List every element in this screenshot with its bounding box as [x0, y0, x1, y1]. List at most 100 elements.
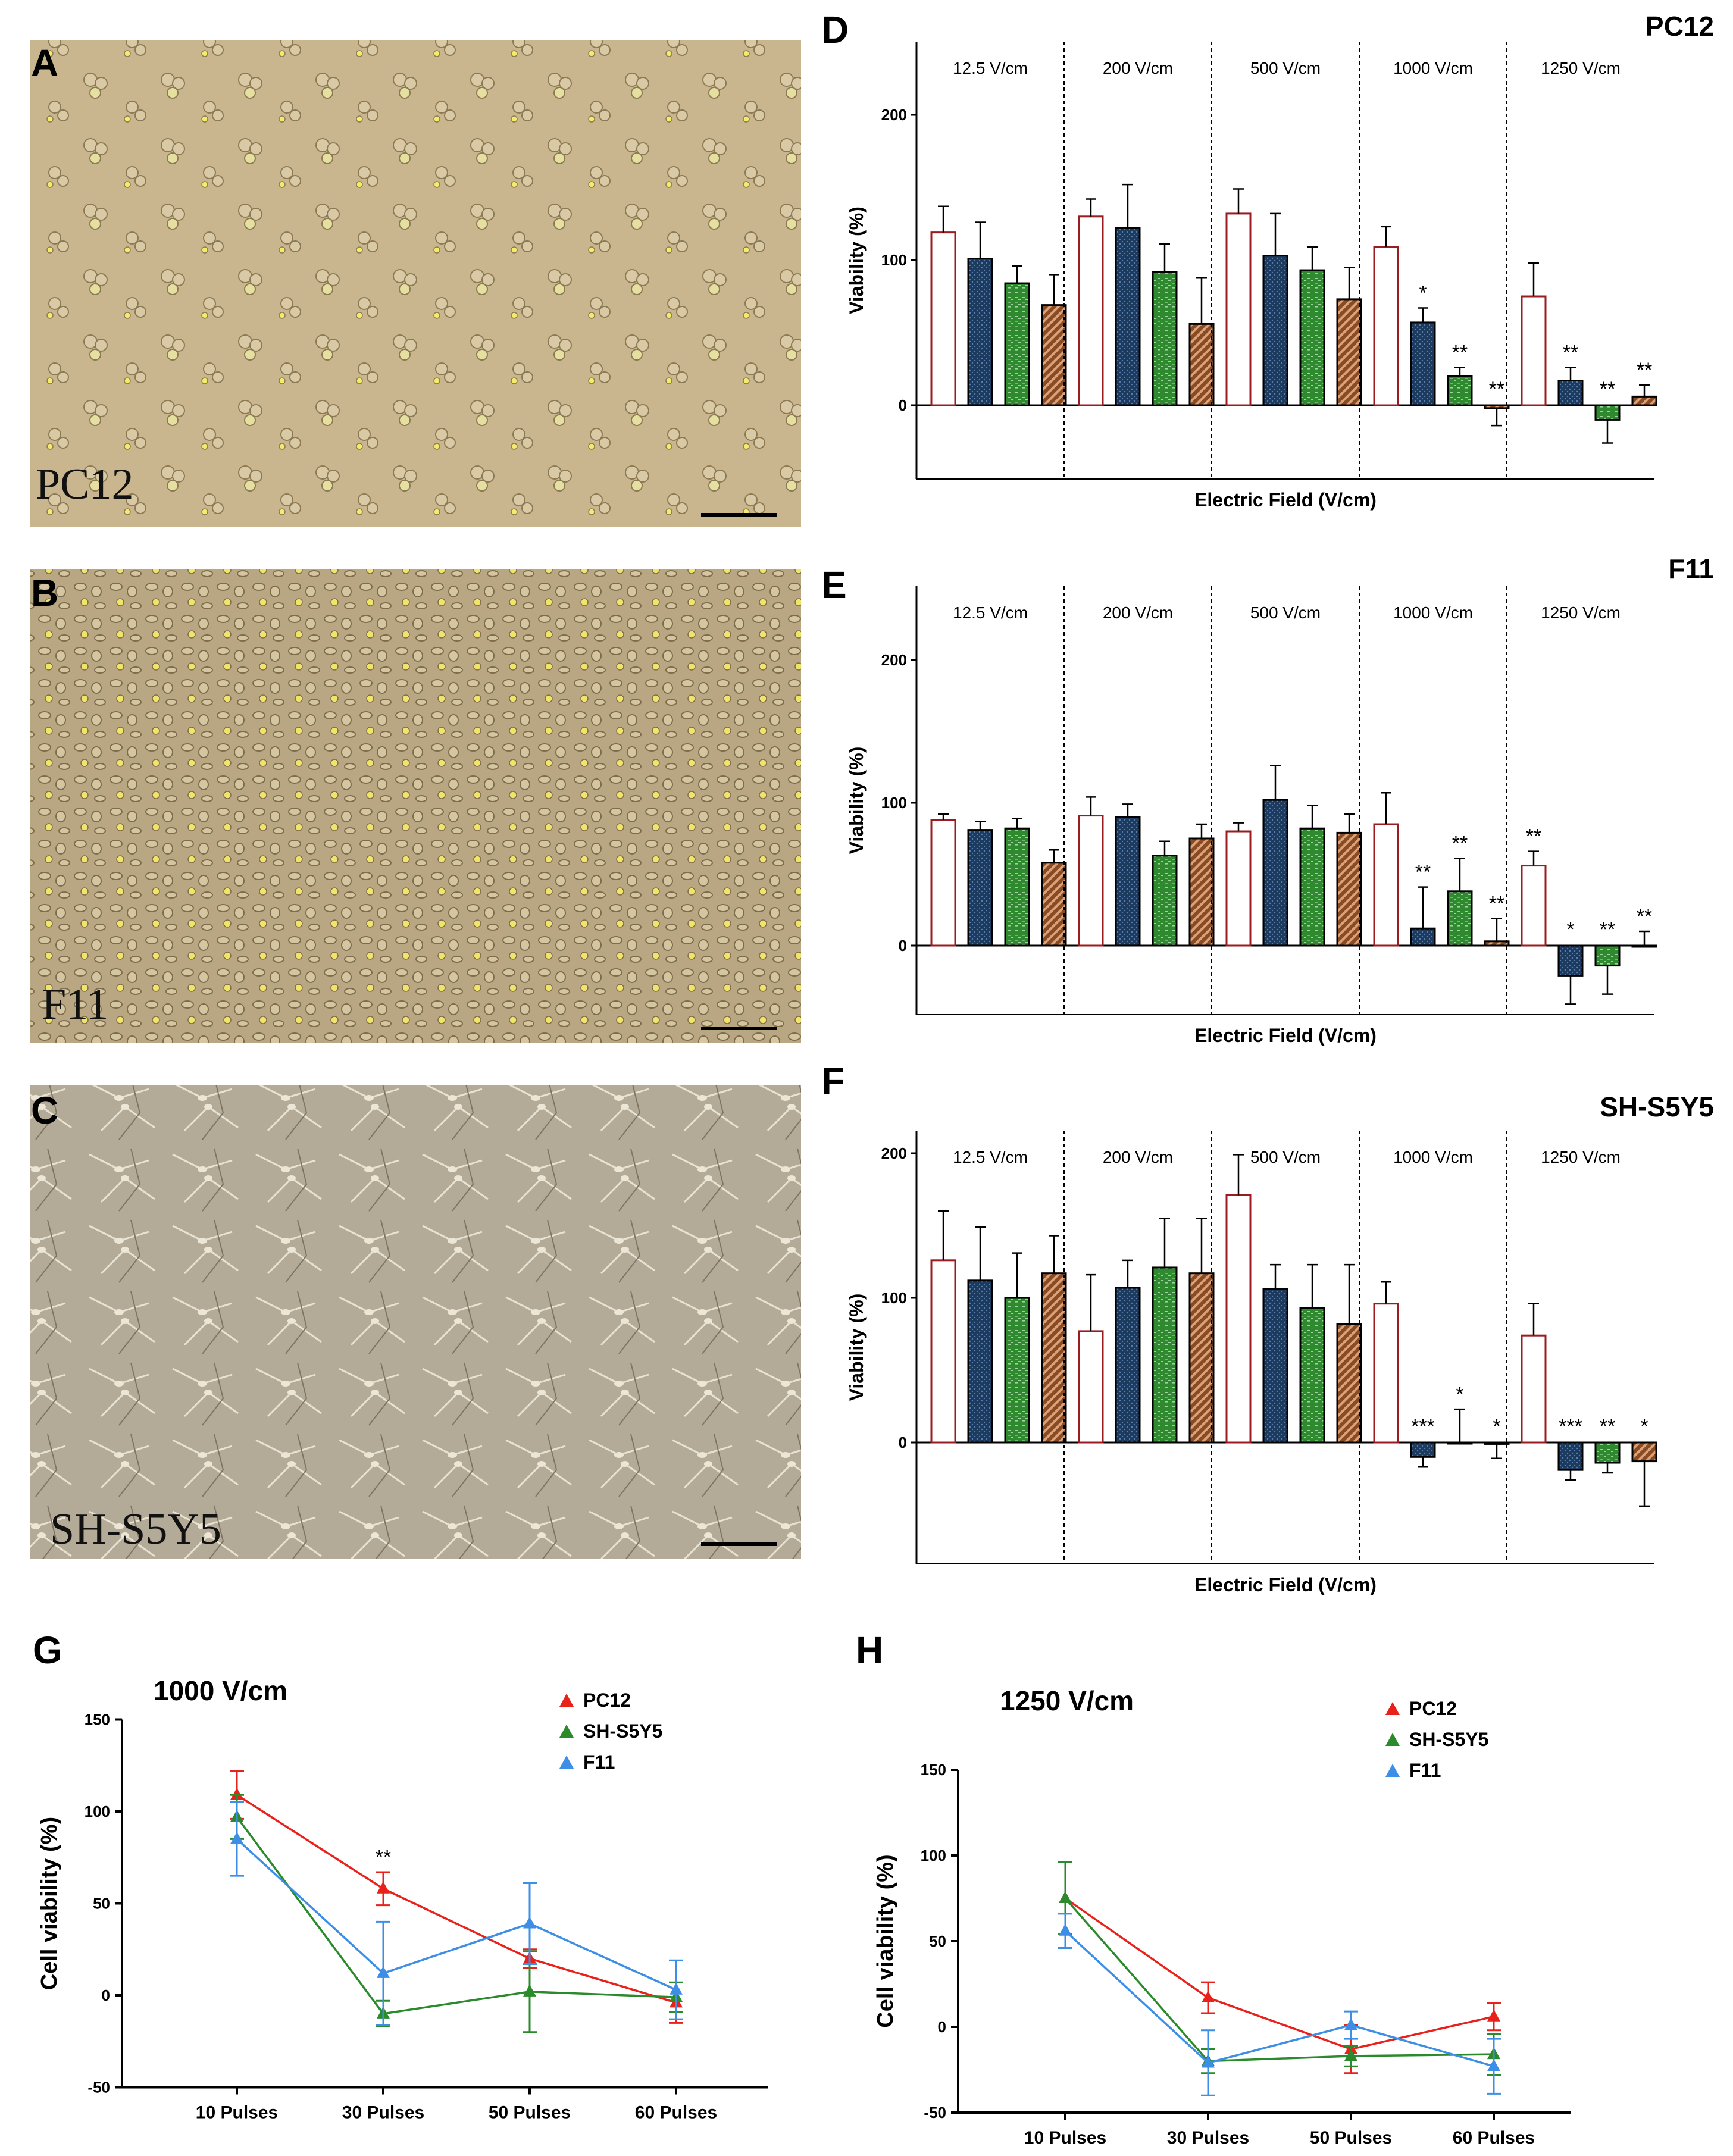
series-line [1065, 1897, 1494, 2051]
y-tick-label: 0 [899, 396, 907, 414]
chart-title: SH-S5Y5 [1600, 1091, 1714, 1122]
bar [1078, 1330, 1104, 1444]
micrograph-label-c: SH-S5Y5 [50, 1505, 221, 1554]
data-point [1487, 2059, 1500, 2071]
data-point [1487, 2009, 1500, 2022]
bar [1152, 271, 1178, 406]
significance-mark: ** [1489, 892, 1504, 915]
group-label: 1250 V/cm [1541, 603, 1621, 622]
bar [1373, 246, 1399, 406]
bar [1115, 1287, 1141, 1444]
series-line [236, 1816, 677, 2015]
significance-mark: * [1566, 918, 1574, 941]
y-tick-label: 200 [881, 106, 907, 124]
data-point [377, 1881, 390, 1894]
y-axis-label: Viability (%) [846, 1294, 867, 1401]
significance-mark: ** [1637, 905, 1652, 928]
panel-letter-b: B [31, 571, 58, 614]
line-chart-1250: H -50 0 50 100 150 Cell viability (%) 10 Pulses… [856, 1629, 1571, 2148]
bar [1594, 404, 1621, 421]
bar [1152, 1266, 1178, 1444]
data-point [523, 1916, 536, 1929]
bar [1410, 1441, 1436, 1458]
bar-chart-sh-s5y5: F SH-S5Y5 0 100 200 Viability (%) Electric Fie… [821, 1059, 1714, 1595]
bar [1373, 823, 1399, 947]
legend-label: PC12 [1409, 1698, 1457, 1719]
bar [967, 829, 993, 947]
bar [1262, 255, 1288, 406]
significance-mark: ** [1600, 1415, 1615, 1438]
bar [930, 819, 956, 947]
group-label: 1250 V/cm [1541, 1148, 1621, 1166]
y-tick-label: 100 [881, 794, 907, 812]
micrograph-label-b: F11 [42, 980, 108, 1029]
bar [967, 258, 993, 406]
y-tick-label: 0 [102, 1986, 110, 2004]
bar [1484, 1441, 1510, 1445]
line-chart-1000: G -50 0 50 100 150 Cell viability (%) 10 Pulses… [33, 1629, 768, 2123]
bar [1521, 1334, 1547, 1444]
bar [1336, 831, 1362, 947]
group-label: 12.5 V/cm [953, 603, 1028, 622]
bar [1521, 295, 1547, 406]
significance-mark: ** [1452, 342, 1468, 364]
significance-mark: * [1640, 1415, 1648, 1438]
series-line [236, 1794, 677, 2004]
legend-marker [559, 1694, 574, 1707]
y-tick-label: 0 [899, 937, 907, 955]
bar [1041, 862, 1067, 947]
bar [1521, 865, 1547, 947]
bar [1447, 375, 1473, 406]
x-axis-label: Electric Field (V/cm) [1194, 1574, 1377, 1595]
bar [1004, 1297, 1030, 1444]
bar [1115, 816, 1141, 947]
x-tick-label: 10 Pulses [1024, 2128, 1106, 2148]
x-tick-label: 10 Pulses [196, 2103, 278, 2123]
panel-letter: F [821, 1059, 844, 1102]
bar [1262, 799, 1288, 947]
bar [1225, 212, 1252, 406]
bar [1152, 855, 1178, 947]
data-point [670, 1982, 683, 1995]
bar [930, 1259, 956, 1444]
bar [1410, 321, 1436, 406]
y-tick-label: -50 [924, 2104, 946, 2121]
significance-mark: ** [376, 1846, 391, 1869]
y-axis-label: Viability (%) [846, 206, 867, 314]
y-tick-label: 100 [881, 251, 907, 269]
bar [1410, 927, 1436, 947]
data-point [1344, 2018, 1357, 2030]
chart-title: F11 [1668, 553, 1714, 584]
bar [1557, 944, 1584, 977]
group-label: 1250 V/cm [1541, 59, 1621, 77]
group-label: 500 V/cm [1250, 603, 1321, 622]
data-point [230, 1788, 243, 1800]
significance-mark: *** [1559, 1415, 1582, 1438]
bar [1336, 1323, 1362, 1444]
x-axis-label: Electric Field (V/cm) [1194, 489, 1377, 511]
micrograph-c: C SH-S5Y5 [30, 1085, 801, 1559]
y-tick-label: 150 [921, 1761, 946, 1779]
x-tick-label: 50 Pulses [489, 2103, 571, 2123]
significance-mark: ** [1489, 378, 1504, 400]
panel-letter: G [33, 1629, 62, 1672]
significance-mark: ** [1415, 861, 1431, 884]
bar [1594, 1441, 1621, 1464]
significance-mark: ** [1526, 825, 1541, 848]
bar [1262, 1288, 1288, 1444]
y-tick-label: 50 [93, 1895, 110, 1913]
bar [1299, 269, 1325, 406]
bar [1631, 395, 1657, 406]
bar [1447, 1441, 1473, 1445]
x-tick-label: 60 Pulses [1453, 2128, 1535, 2148]
panel-letter-c: C [31, 1089, 58, 1132]
bar [1078, 215, 1104, 406]
panel-letter: D [821, 8, 849, 51]
y-tick-label: 100 [85, 1803, 110, 1820]
group-label: 500 V/cm [1250, 1148, 1321, 1166]
x-tick-label: 30 Pulses [342, 2103, 424, 2123]
significance-mark: ** [1637, 359, 1652, 381]
chart-title: 1000 V/cm [154, 1675, 287, 1706]
data-point [1344, 2048, 1357, 2061]
